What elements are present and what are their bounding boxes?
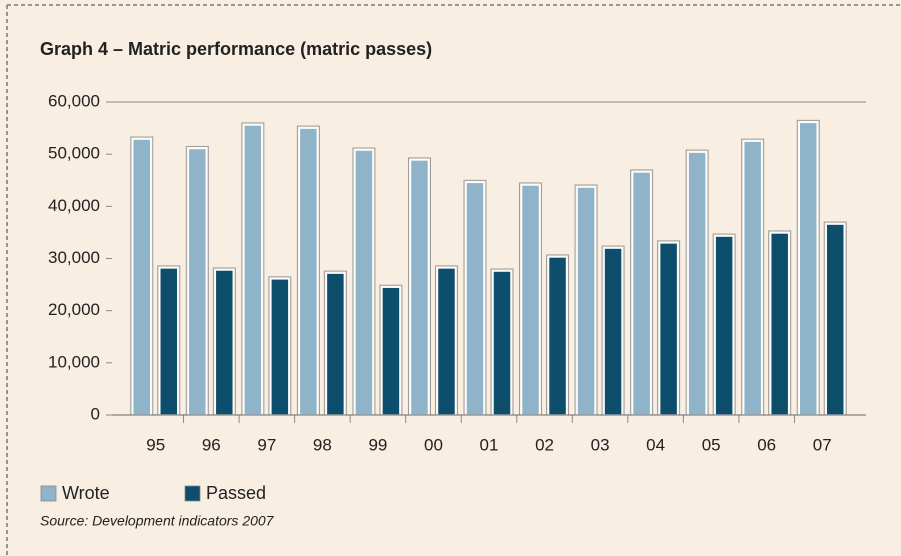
y-tick-label: 40,000	[48, 196, 100, 215]
bar	[825, 223, 845, 416]
y-tick-label: 20,000	[48, 300, 100, 319]
bar	[187, 147, 208, 416]
x-tick-label: 03	[591, 435, 610, 454]
x-tick-label: 96	[202, 435, 221, 454]
bar	[465, 181, 485, 416]
legend-label: Passed	[206, 483, 266, 503]
bar	[354, 149, 374, 416]
x-tick-label: 99	[368, 435, 387, 454]
x-tick-label: 07	[813, 435, 832, 454]
bar	[214, 269, 235, 416]
bar	[132, 138, 152, 416]
x-tick-label: 97	[257, 435, 276, 454]
bar	[631, 171, 652, 416]
y-tick-label: 60,000	[48, 91, 100, 110]
legend-label: Wrote	[62, 483, 110, 503]
legend-swatch	[184, 485, 201, 502]
y-tick-label: 0	[91, 404, 100, 423]
bar	[547, 256, 568, 416]
bar	[298, 127, 319, 416]
x-tick-label: 04	[646, 435, 665, 454]
bar	[159, 267, 179, 416]
bar	[409, 159, 430, 416]
x-tick-label: 95	[146, 435, 165, 454]
chart-title: Graph 4 – Matric performance (matric pas…	[40, 39, 432, 59]
x-tick-label: 00	[424, 435, 443, 454]
legend-swatch	[40, 485, 57, 502]
x-tick-label: 01	[480, 435, 499, 454]
bar	[742, 140, 763, 416]
bar	[658, 242, 679, 416]
x-tick-label: 02	[535, 435, 554, 454]
y-tick-label: 30,000	[48, 248, 100, 267]
bar	[520, 184, 541, 416]
bar	[492, 270, 512, 416]
y-tick-label: 50,000	[48, 144, 100, 163]
bar	[381, 286, 401, 416]
bar	[687, 151, 707, 416]
bar	[603, 247, 623, 416]
x-tick-label: 06	[757, 435, 776, 454]
y-tick-label: 10,000	[48, 352, 100, 371]
x-tick-label: 05	[702, 435, 721, 454]
bar	[325, 272, 346, 416]
bar	[714, 235, 734, 416]
source-note: Source: Development indicators 2007	[40, 513, 275, 529]
bar	[243, 124, 263, 416]
bar	[798, 121, 818, 416]
bar	[769, 232, 790, 416]
bar	[270, 278, 290, 416]
bar	[436, 267, 457, 416]
bar	[576, 186, 596, 416]
x-tick-label: 98	[313, 435, 332, 454]
